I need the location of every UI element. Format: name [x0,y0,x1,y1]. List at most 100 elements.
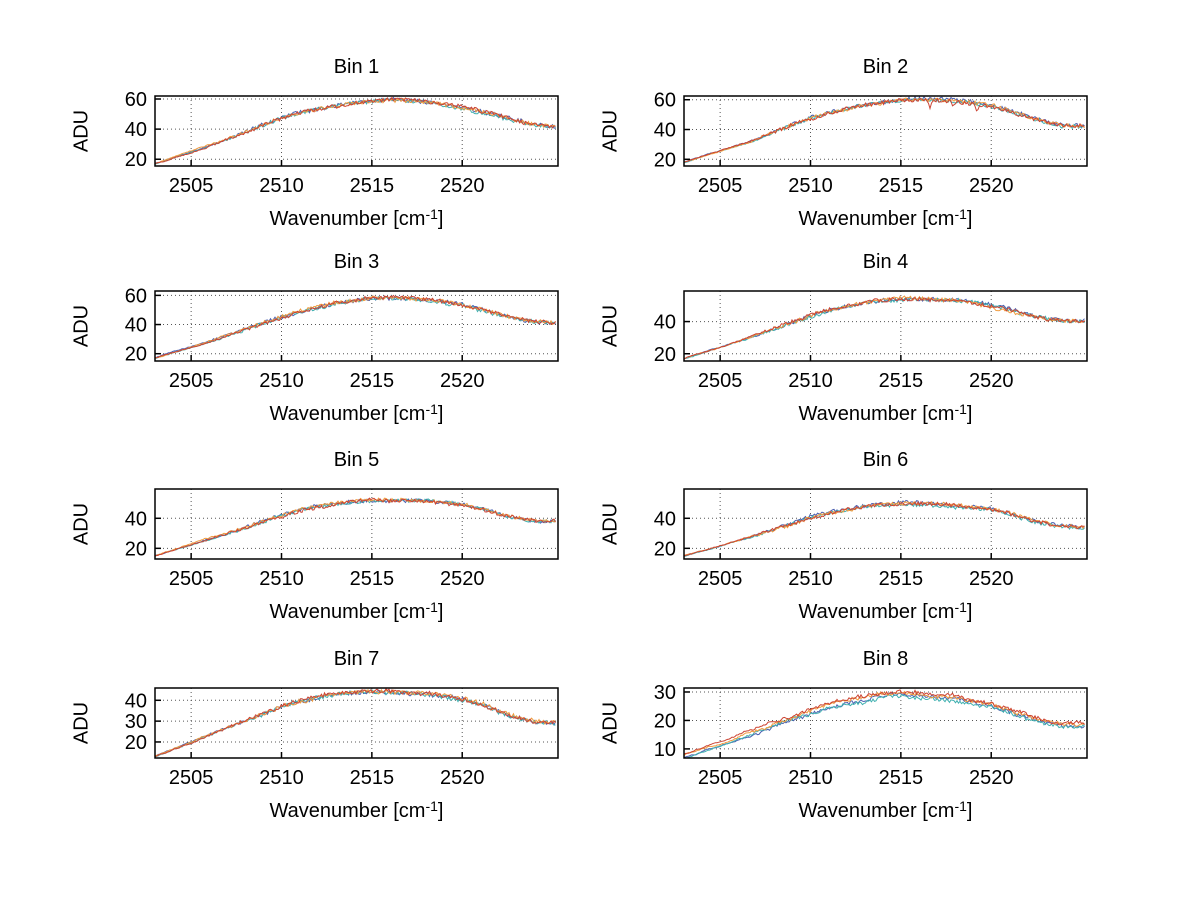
x-axis-label: Wavenumber [cm-1] [684,599,1087,629]
y-tick-label: 40 [125,315,147,337]
x-axis-label: Wavenumber [cm-1] [684,206,1087,236]
x-axis-label-close: ] [966,208,973,230]
x-axis-label: Wavenumber [cm-1] [155,401,558,431]
x-tick-label: 2505 [698,175,743,197]
series-line-spectrum-orange [154,688,556,757]
x-axis-label-base: Wavenumber [cm [269,601,426,623]
y-tick-label: 30 [654,682,676,704]
series-line-spectrum-red [683,689,1085,755]
series-line-spectrum-red [154,497,556,557]
y-axis-label: ADU [599,502,622,546]
plot-area-bin-2: 2505 2510 2515 2520 20 40 60 [654,90,1088,197]
x-tick-label: 2515 [350,767,395,789]
x-axis-label-superscript: -1 [954,206,967,222]
x-tick-label: 2515 [879,175,924,197]
y-tick-label: 30 [125,711,147,733]
series-line-spectrum-orange [683,97,1085,163]
x-tick-label: 2505 [169,568,214,590]
series-line-spectrum-orange [683,500,1085,556]
x-axis-label-close: ] [437,208,444,230]
plot-area-bin-3: 2505 2510 2515 2520 20 40 60 [125,285,559,392]
plot-title: Bin 1 [333,56,380,78]
series-line-spectrum-teal [155,295,556,359]
plot-area-bin-5: 2505 2510 2515 2520 20 40 [125,488,559,590]
plot-title: Bin 6 [862,449,909,471]
x-tick-label: 2510 [788,568,833,590]
plot-title: Bin 4 [862,251,909,273]
x-axis-label-superscript: -1 [425,599,438,615]
plot-title: Bin 2 [862,56,909,78]
x-axis-label-superscript: -1 [425,206,438,222]
y-tick-label: 60 [654,90,676,112]
y-tick-label: 40 [125,119,147,141]
x-axis-label-close: ] [966,403,973,425]
series-line-spectrum-teal [154,98,556,165]
x-axis-label-base: Wavenumber [cm [798,601,955,623]
series-line-spectrum-blue [683,296,1085,359]
x-axis-label: Wavenumber [cm-1] [155,798,558,828]
x-tick-label: 2510 [788,767,833,789]
y-tick-label: 20 [125,344,147,366]
x-tick-label: 2505 [698,568,743,590]
x-tick-label: 2515 [879,370,924,392]
series-line-spectrum-orange [154,497,556,557]
series-line-spectrum-teal [154,498,556,557]
x-axis-label-close: ] [437,800,444,822]
y-tick-label: 40 [125,508,147,530]
y-axis-label: ADU [599,109,622,153]
x-tick-label: 2520 [440,175,485,197]
y-tick-label: 40 [654,508,676,530]
x-tick-label: 2515 [350,370,395,392]
x-axis-label-superscript: -1 [425,798,438,814]
series-line-spectrum-red [154,688,556,757]
x-axis-label-base: Wavenumber [cm [269,208,426,230]
y-tick-label: 10 [654,739,676,761]
x-tick-label: 2510 [259,370,304,392]
x-tick-label: 2515 [350,175,395,197]
x-tick-label: 2520 [440,568,485,590]
x-axis-label: Wavenumber [cm-1] [155,599,558,629]
x-tick-label: 2515 [879,767,924,789]
series-line-spectrum-orange [683,295,1085,359]
y-tick-label: 40 [654,120,676,142]
y-axis-label: ADU [70,701,93,745]
x-axis-label-superscript: -1 [954,798,967,814]
series-line-spectrum-red [154,96,556,165]
subplot-bin-6: 2505 2510 2515 2520 20 40 Bin 6 ADU Wavenumbe… [589,447,1109,642]
subplot-bin-5: 2505 2510 2515 2520 20 40 Bin 5 ADU Wavenumbe… [60,447,580,642]
x-tick-label: 2510 [259,767,304,789]
x-axis-label-close: ] [437,403,444,425]
series-line-spectrum-blue [683,692,1085,759]
y-tick-label: 20 [654,149,676,171]
y-axis-label: ADU [70,502,93,546]
x-tick-label: 2520 [969,175,1014,197]
x-tick-label: 2510 [788,370,833,392]
subplot-bin-8: 2505 2510 2515 2520 10 20 30 Bin 8 ADU Wavenum… [589,646,1109,841]
plot-title: Bin 3 [333,251,380,273]
plot-area-bin-1: 2505 2510 2515 2520 20 40 60 [125,89,559,197]
y-tick-label: 20 [654,710,676,732]
subplot-bin-7: 2505 2510 2515 2520 20 30 40 Bin 7 ADU Wavenum… [60,646,580,841]
y-tick-label: 20 [654,538,676,560]
plot-area-bin-8: 2505 2510 2515 2520 10 20 30 [654,682,1088,789]
plot-title: Bin 8 [862,648,909,670]
series-line-spectrum-blue [154,296,556,359]
x-axis-label-base: Wavenumber [cm [798,208,955,230]
y-axis-label: ADU [70,109,93,153]
x-tick-label: 2520 [440,767,485,789]
x-axis-label: Wavenumber [cm-1] [684,798,1087,828]
x-axis-label-base: Wavenumber [cm [269,403,426,425]
y-tick-label: 20 [125,538,147,560]
series-line-spectrum-orange [683,690,1085,756]
series-line-spectrum-teal [683,97,1085,164]
x-axis-label: Wavenumber [cm-1] [155,206,558,236]
series-line-spectrum-blue [154,689,556,757]
x-tick-label: 2515 [350,568,395,590]
subplot-bin-2: 2505 2510 2515 2520 20 40 60 Bin 2 ADU Wavenum… [589,54,1109,249]
plot-title: Bin 7 [333,648,380,670]
plot-title: Bin 5 [333,449,380,471]
subplot-bin-4: 2505 2510 2515 2520 20 40 Bin 4 ADU Wavenumbe… [589,249,1109,444]
series-line-spectrum-red [683,500,1085,557]
series-line-spectrum-teal [683,296,1085,360]
